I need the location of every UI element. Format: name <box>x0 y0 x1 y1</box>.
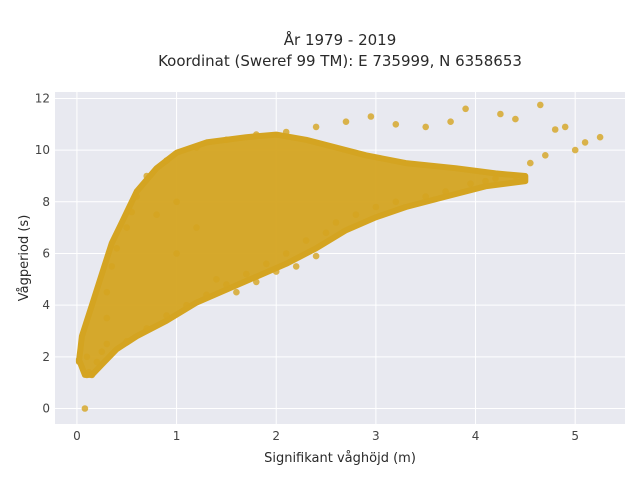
data-point <box>183 301 190 309</box>
data-point <box>103 314 111 322</box>
data-point <box>302 237 310 244</box>
data-point <box>213 276 220 283</box>
data-point <box>322 229 330 237</box>
data-point <box>223 281 230 288</box>
data-point <box>143 172 150 180</box>
data-point <box>282 128 290 136</box>
x-tick-label: 1 <box>173 429 181 443</box>
data-point <box>93 358 101 366</box>
data-point <box>193 224 200 231</box>
data-point <box>173 198 180 206</box>
data-point <box>193 144 200 151</box>
data-point <box>571 146 579 154</box>
data-point <box>143 325 150 332</box>
data-point <box>537 101 544 109</box>
data-point <box>81 405 89 412</box>
data-point <box>252 131 260 138</box>
data-point <box>163 157 170 164</box>
data-point <box>367 113 375 120</box>
data-point <box>292 263 300 270</box>
data-point <box>512 115 519 123</box>
data-point <box>153 211 160 218</box>
chart-subtitle: Koordinat (Sweref 99 TM): E 735999, N 63… <box>158 52 522 70</box>
y-tick-label: 2 <box>42 350 50 364</box>
data-point <box>272 268 280 275</box>
x-tick-label: 3 <box>372 429 380 443</box>
y-tick-label: 8 <box>42 195 50 209</box>
data-point <box>98 348 106 356</box>
data-point <box>83 353 91 361</box>
data-point <box>223 136 230 144</box>
x-tick-label: 0 <box>73 429 81 443</box>
data-point <box>203 291 210 299</box>
x-tick-label: 5 <box>571 429 579 443</box>
data-point <box>163 312 170 319</box>
data-point <box>372 203 380 211</box>
x-axis-title: Signifikant våghöjd (m) <box>264 451 416 466</box>
data-point <box>128 208 135 216</box>
data-point <box>561 123 569 131</box>
y-tick-label: 6 <box>42 246 50 260</box>
scatter-points <box>75 101 604 412</box>
data-point <box>113 245 121 252</box>
data-point <box>243 270 250 278</box>
data-point <box>123 338 130 345</box>
data-point <box>342 118 350 125</box>
data-point <box>482 177 489 185</box>
data-point <box>123 224 130 231</box>
data-point <box>462 105 469 113</box>
data-point <box>447 118 454 125</box>
point-cloud <box>75 131 529 378</box>
data-point <box>542 152 549 159</box>
data-point <box>282 250 290 257</box>
data-point <box>581 139 589 146</box>
y-tick-label: 0 <box>42 401 50 415</box>
data-point <box>596 133 604 141</box>
x-tick-label: 4 <box>472 429 480 443</box>
data-point <box>263 260 270 268</box>
data-point <box>133 193 140 200</box>
y-tick-label: 12 <box>35 91 50 105</box>
data-point <box>442 188 449 195</box>
data-point <box>492 175 499 182</box>
data-point <box>497 110 504 118</box>
chart-title: År 1979 - 2019 <box>284 30 397 49</box>
data-point <box>422 123 430 131</box>
data-point <box>252 278 260 286</box>
data-point <box>551 126 559 133</box>
data-point <box>103 288 111 296</box>
data-point <box>103 340 111 348</box>
data-point <box>512 172 519 180</box>
data-point <box>173 250 180 257</box>
data-point <box>392 121 400 128</box>
data-point <box>332 219 340 226</box>
data-point <box>527 159 534 167</box>
data-point <box>352 211 360 218</box>
data-point <box>467 180 474 187</box>
data-point <box>233 288 240 296</box>
y-axis-title: Vågperiod (s) <box>17 215 32 302</box>
data-point <box>312 252 320 260</box>
y-tick-label: 4 <box>42 298 50 312</box>
data-point <box>422 193 430 200</box>
data-point <box>312 123 320 131</box>
data-point <box>108 263 116 270</box>
y-tick-label: 10 <box>35 143 50 157</box>
data-point <box>88 371 96 379</box>
x-tick-label: 2 <box>272 429 280 443</box>
data-point <box>392 198 400 206</box>
